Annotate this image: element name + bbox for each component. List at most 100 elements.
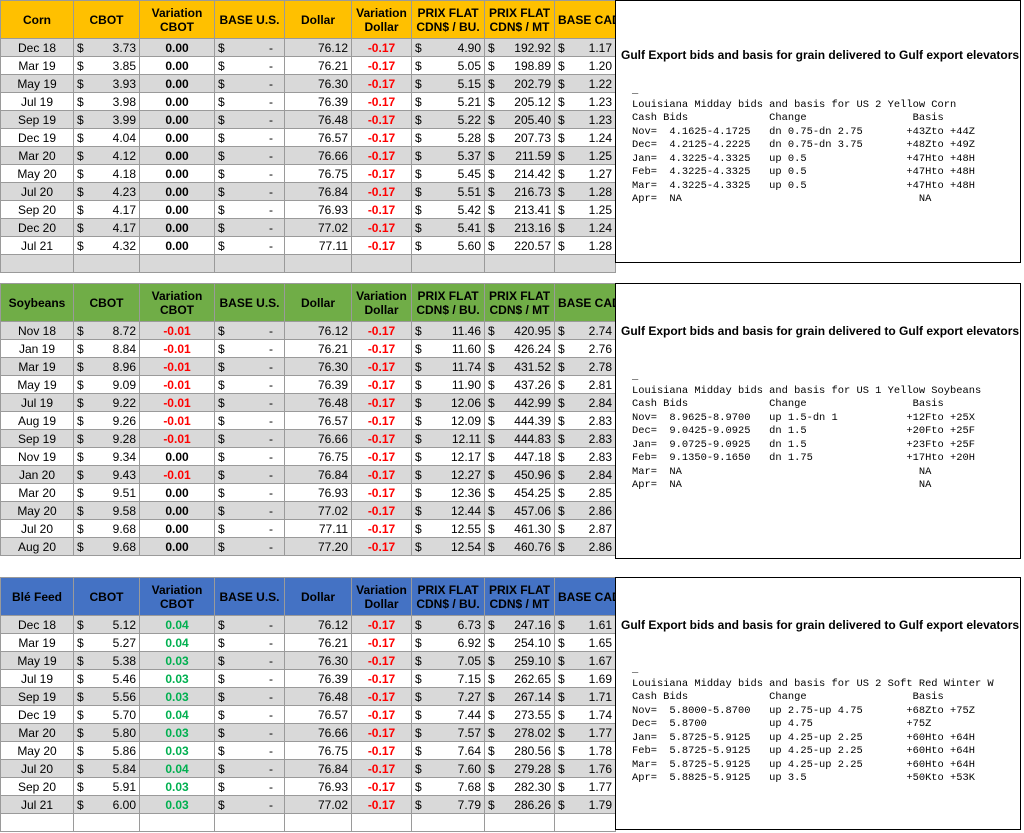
empty-cell: [214, 254, 285, 273]
currency-symbol: $: [488, 707, 495, 722]
cbot-cell-value: 5.12: [112, 617, 136, 632]
currency-symbol: $: [218, 449, 225, 464]
currency-symbol: $: [558, 413, 565, 428]
base-us-cell: $ -: [214, 705, 285, 724]
base-cad-cell: $2.83: [554, 447, 616, 466]
cbot-cell: $9.22: [73, 393, 140, 412]
base-cad-cell-value: 1.25: [588, 202, 612, 217]
base-us-value: -: [269, 521, 273, 536]
cbot-cell-value: 4.32: [112, 238, 136, 253]
currency-symbol: $: [77, 238, 84, 253]
base-us-cell: $ -: [214, 375, 285, 394]
base-us-cell: $ -: [214, 357, 285, 376]
currency-symbol: $: [488, 521, 495, 536]
currency-symbol: $: [558, 779, 565, 794]
prix-bu-cell-value: 6.73: [457, 617, 481, 632]
table-row: May 20 $5.86 0.03 $ -76.75 -0.17 $7.64 $280.56 $…: [0, 741, 616, 760]
currency-symbol: $: [558, 653, 565, 668]
currency-symbol: $: [77, 58, 84, 73]
empty-cell: [351, 813, 412, 832]
base-cad-cell-value: 2.78: [588, 359, 612, 374]
bids-line: Nov= 8.9625-8.9700 up 1.5-dn 1 +12Fto +2…: [632, 411, 975, 424]
cbot-cell: $3.85: [73, 56, 140, 75]
table-row-empty: [0, 254, 616, 273]
currency-symbol: $: [77, 341, 84, 356]
month-cell: Jul 19: [0, 393, 74, 412]
prix-bu-cell-value: 12.11: [451, 431, 481, 446]
col-base-cad: BASE CAD: [554, 577, 616, 616]
variation-cbot-cell: -0.01: [139, 375, 215, 394]
col-prix-mt: PRIX FLAT CDN$ / MT: [484, 283, 555, 322]
currency-symbol: $: [488, 743, 495, 758]
currency-symbol: $: [415, 635, 422, 650]
dollar-cell: 76.48: [284, 110, 352, 129]
base-cad-cell: $1.28: [554, 182, 616, 201]
table-row: Dec 19 $4.04 0.00 $ -76.57 -0.17 $5.28 $207.73 $…: [0, 128, 616, 147]
bids-line: Mar= 5.8725-5.9125 up 4.25-up 2.25 +60Ht…: [632, 758, 975, 771]
base-us-value: -: [269, 94, 273, 109]
currency-symbol: $: [218, 539, 225, 554]
variation-cbot-cell: 0.03: [139, 687, 215, 706]
prix-mt-cell-value: 420.95: [514, 323, 551, 338]
empty-cell: [73, 254, 140, 273]
empty-cell: [554, 254, 616, 273]
col-base-cad: BASE CAD: [554, 0, 616, 39]
prix-bu-cell: $6.73: [411, 615, 485, 634]
variation-cbot-cell: 0.00: [139, 236, 215, 255]
table-row: Nov 18 $8.72 -0.01 $ -76.12 -0.17 $11.46 $420.9…: [0, 321, 616, 340]
prix-bu-cell-value: 5.37: [457, 148, 481, 163]
table-row: Jul 19 $3.98 0.00 $ -76.39 -0.17 $5.21 $205.12 $…: [0, 92, 616, 111]
cbot-cell: $5.27: [73, 633, 140, 652]
month-cell: Dec 19: [0, 705, 74, 724]
base-us-cell: $ -: [214, 110, 285, 129]
col-base-us: BASE U.S.: [214, 577, 285, 616]
variation-cbot-cell: 0.04: [139, 615, 215, 634]
currency-symbol: $: [218, 653, 225, 668]
base-us-value: -: [269, 689, 273, 704]
currency-symbol: $: [415, 449, 422, 464]
bids-line: Apr= NA NA: [632, 479, 932, 491]
dollar-cell: 76.30: [284, 357, 352, 376]
cbot-cell-value: 3.73: [112, 40, 136, 55]
base-cad-cell-value: 1.79: [588, 797, 612, 812]
base-us-cell: $ -: [214, 128, 285, 147]
variation-dollar-cell: -0.17: [351, 651, 412, 670]
currency-symbol: $: [77, 220, 84, 235]
month-cell: Aug 20: [0, 537, 74, 556]
currency-symbol: $: [218, 202, 225, 217]
base-us-cell: $ -: [214, 465, 285, 484]
col-base-cad: BASE CAD: [554, 283, 616, 322]
prix-mt-cell-value: 279.28: [514, 761, 551, 776]
bids-line: Feb= 9.1350-9.1650 dn 1.75 +17Hto +20H: [632, 452, 975, 464]
currency-symbol: $: [558, 220, 565, 235]
month-cell: Jul 21: [0, 236, 74, 255]
table-row: Jan 20 $9.43 -0.01 $ -76.84 -0.17 $12.27 $450.9…: [0, 465, 616, 484]
base-us-value: -: [269, 40, 273, 55]
prix-bu-cell: $5.42: [411, 200, 485, 219]
month-cell: Jul 20: [0, 759, 74, 778]
cbot-cell: $5.70: [73, 705, 140, 724]
bids-line: Louisiana Midday bids and basis for US 1…: [632, 384, 982, 397]
currency-symbol: $: [488, 238, 495, 253]
currency-symbol: $: [488, 671, 495, 686]
currency-symbol: $: [415, 40, 422, 55]
currency-symbol: $: [218, 112, 225, 127]
prix-mt-cell-value: 254.10: [514, 635, 551, 650]
currency-symbol: $: [77, 539, 84, 554]
variation-cbot-cell: 0.04: [139, 705, 215, 724]
cbot-cell-value: 3.85: [112, 58, 136, 73]
base-us-cell: $ -: [214, 38, 285, 57]
dollar-cell: 76.30: [284, 74, 352, 93]
prix-bu-cell: $12.54: [411, 537, 485, 556]
prix-bu-cell-value: 7.68: [457, 779, 481, 794]
prix-bu-cell: $7.27: [411, 687, 485, 706]
table-row: May 20 $4.18 0.00 $ -76.75 -0.17 $5.45 $214.42 $…: [0, 164, 616, 183]
base-cad-cell-value: 1.67: [588, 653, 612, 668]
cbot-cell: $5.38: [73, 651, 140, 670]
prix-bu-cell-value: 4.90: [457, 40, 481, 55]
prix-bu-cell: $12.11: [411, 429, 485, 448]
col-prix-bu: PRIX FLAT CDN$ / BU.: [411, 283, 485, 322]
currency-symbol: $: [558, 689, 565, 704]
base-us-value: -: [269, 76, 273, 91]
cbot-cell: $5.84: [73, 759, 140, 778]
